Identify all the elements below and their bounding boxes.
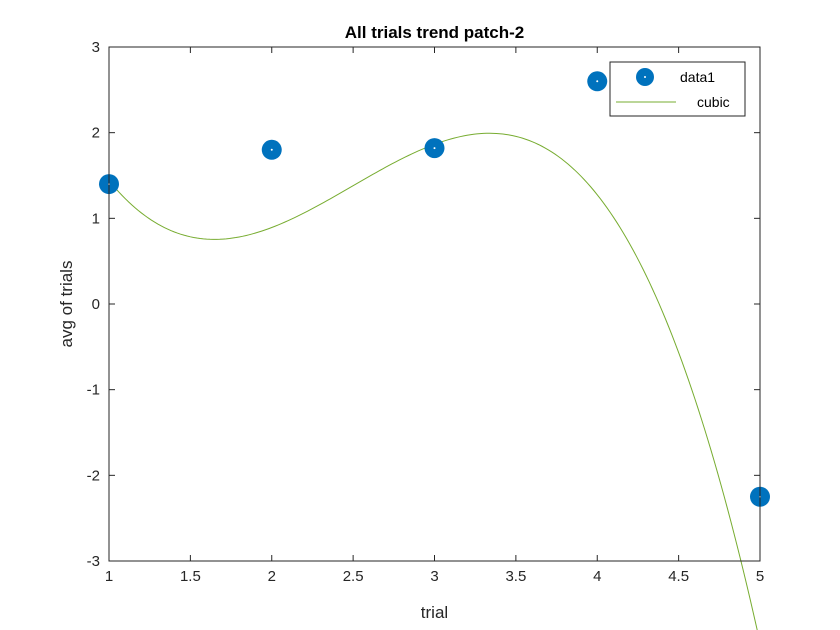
y-tick-label: 3 [92,39,100,56]
chart-title: All trials trend patch-2 [345,23,524,42]
plot-area [109,47,760,561]
legend: data1 cubic [609,61,746,117]
legend-marker-data1-dot [644,76,646,78]
y-tick-label: 0 [92,296,100,313]
y-tick-label: -1 [87,382,100,399]
x-tick-label: 3.5 [505,568,526,585]
y-tick-label: 1 [92,210,100,227]
legend-label-cubic: cubic [697,94,730,110]
x-tick-label: 1 [105,568,113,585]
y-tick-label: 2 [92,125,100,142]
x-tick-label: 3 [430,568,438,585]
x-tick-label: 5 [756,568,764,585]
x-tick-label: 1.5 [180,568,201,585]
x-tick-label: 4 [593,568,601,585]
plot-frame [108,46,761,562]
data-point-center [596,80,599,83]
y-tick-label: -3 [87,553,100,570]
y-tick-label: -2 [87,467,100,484]
y-axis-label: avg of trials [57,261,76,348]
axis-ticks: 1 1.5 2 2.5 3 3.5 4 4.5 5 -3 -2 -1 0 1 2 3 [87,39,765,585]
data-point-center [270,148,273,151]
legend-label-data1: data1 [680,69,715,85]
legend-box [609,61,746,117]
x-axis-label: trial [421,603,448,622]
data-point-center [433,147,436,150]
x-tick-label: 2 [268,568,276,585]
x-tick-label: 2.5 [343,568,364,585]
x-tick-label: 4.5 [668,568,689,585]
